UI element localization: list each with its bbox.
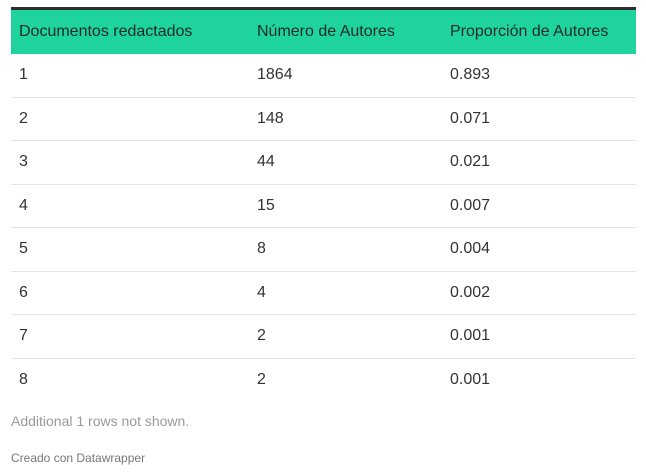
table-cell: 0.021: [442, 140, 636, 185]
column-header-numero-autores[interactable]: Número de Autores: [257, 23, 395, 40]
table-cell: 3: [11, 140, 249, 185]
table-cell: 2: [249, 314, 442, 359]
table-cell: 15: [249, 184, 442, 228]
table-cell: 6: [11, 271, 249, 315]
table-cell: 2: [257, 370, 266, 388]
table-cell: 0.002: [442, 271, 636, 315]
table-cell: 8: [19, 370, 28, 388]
table-header: Documentos redactados Número de Autores …: [11, 8, 636, 54]
table-cell: 44: [249, 140, 442, 185]
table-cell: 0.071: [442, 97, 636, 141]
table-cell: 0.001: [450, 370, 491, 388]
table-cell: 1: [11, 54, 249, 98]
table-body: 1 1864 0.893 2 148 0.071 3 44 0.021 4 15…: [11, 54, 636, 401]
table-cell: 7: [11, 314, 249, 359]
table-cell: 0.001: [442, 314, 636, 359]
created-with-footer[interactable]: Creado con Datawrapper: [11, 451, 146, 465]
table-row: 6 4 0.002: [11, 271, 636, 315]
table-cell: 0.893: [442, 54, 636, 98]
column-header-proporcion-autores[interactable]: Proporción de Autores: [450, 23, 609, 40]
table-cell: 1864: [249, 54, 442, 98]
table-row: 1 1864 0.893: [11, 54, 636, 98]
table-cell: 0.007: [442, 184, 636, 228]
table-cell: 148: [249, 97, 442, 141]
header-row: Documentos redactados Número de Autores …: [11, 8, 636, 54]
data-table: Documentos redactados Número de Autores …: [11, 7, 636, 401]
table-cell: 2: [11, 97, 249, 141]
table-row: 3 44 0.021: [11, 140, 636, 185]
datawrapper-table-widget: Documentos redactados Número de Autores …: [11, 7, 636, 466]
table-cell: 5: [11, 227, 249, 272]
table-cell: 8: [249, 227, 442, 272]
table-row: 5 8 0.004: [11, 227, 636, 272]
table-cell: 4: [11, 184, 249, 228]
table-row: 4 15 0.007: [11, 184, 636, 228]
table-cell: 0.004: [442, 227, 636, 272]
table-cell: 4: [249, 271, 442, 315]
column-header-documentos[interactable]: Documentos redactados: [19, 23, 193, 40]
table-row: 8 2 0.001: [11, 358, 636, 401]
table-row: 2 148 0.071: [11, 97, 636, 141]
rows-hidden-note: Additional 1 rows not shown.: [11, 413, 190, 429]
table-row: 7 2 0.001: [11, 314, 636, 359]
